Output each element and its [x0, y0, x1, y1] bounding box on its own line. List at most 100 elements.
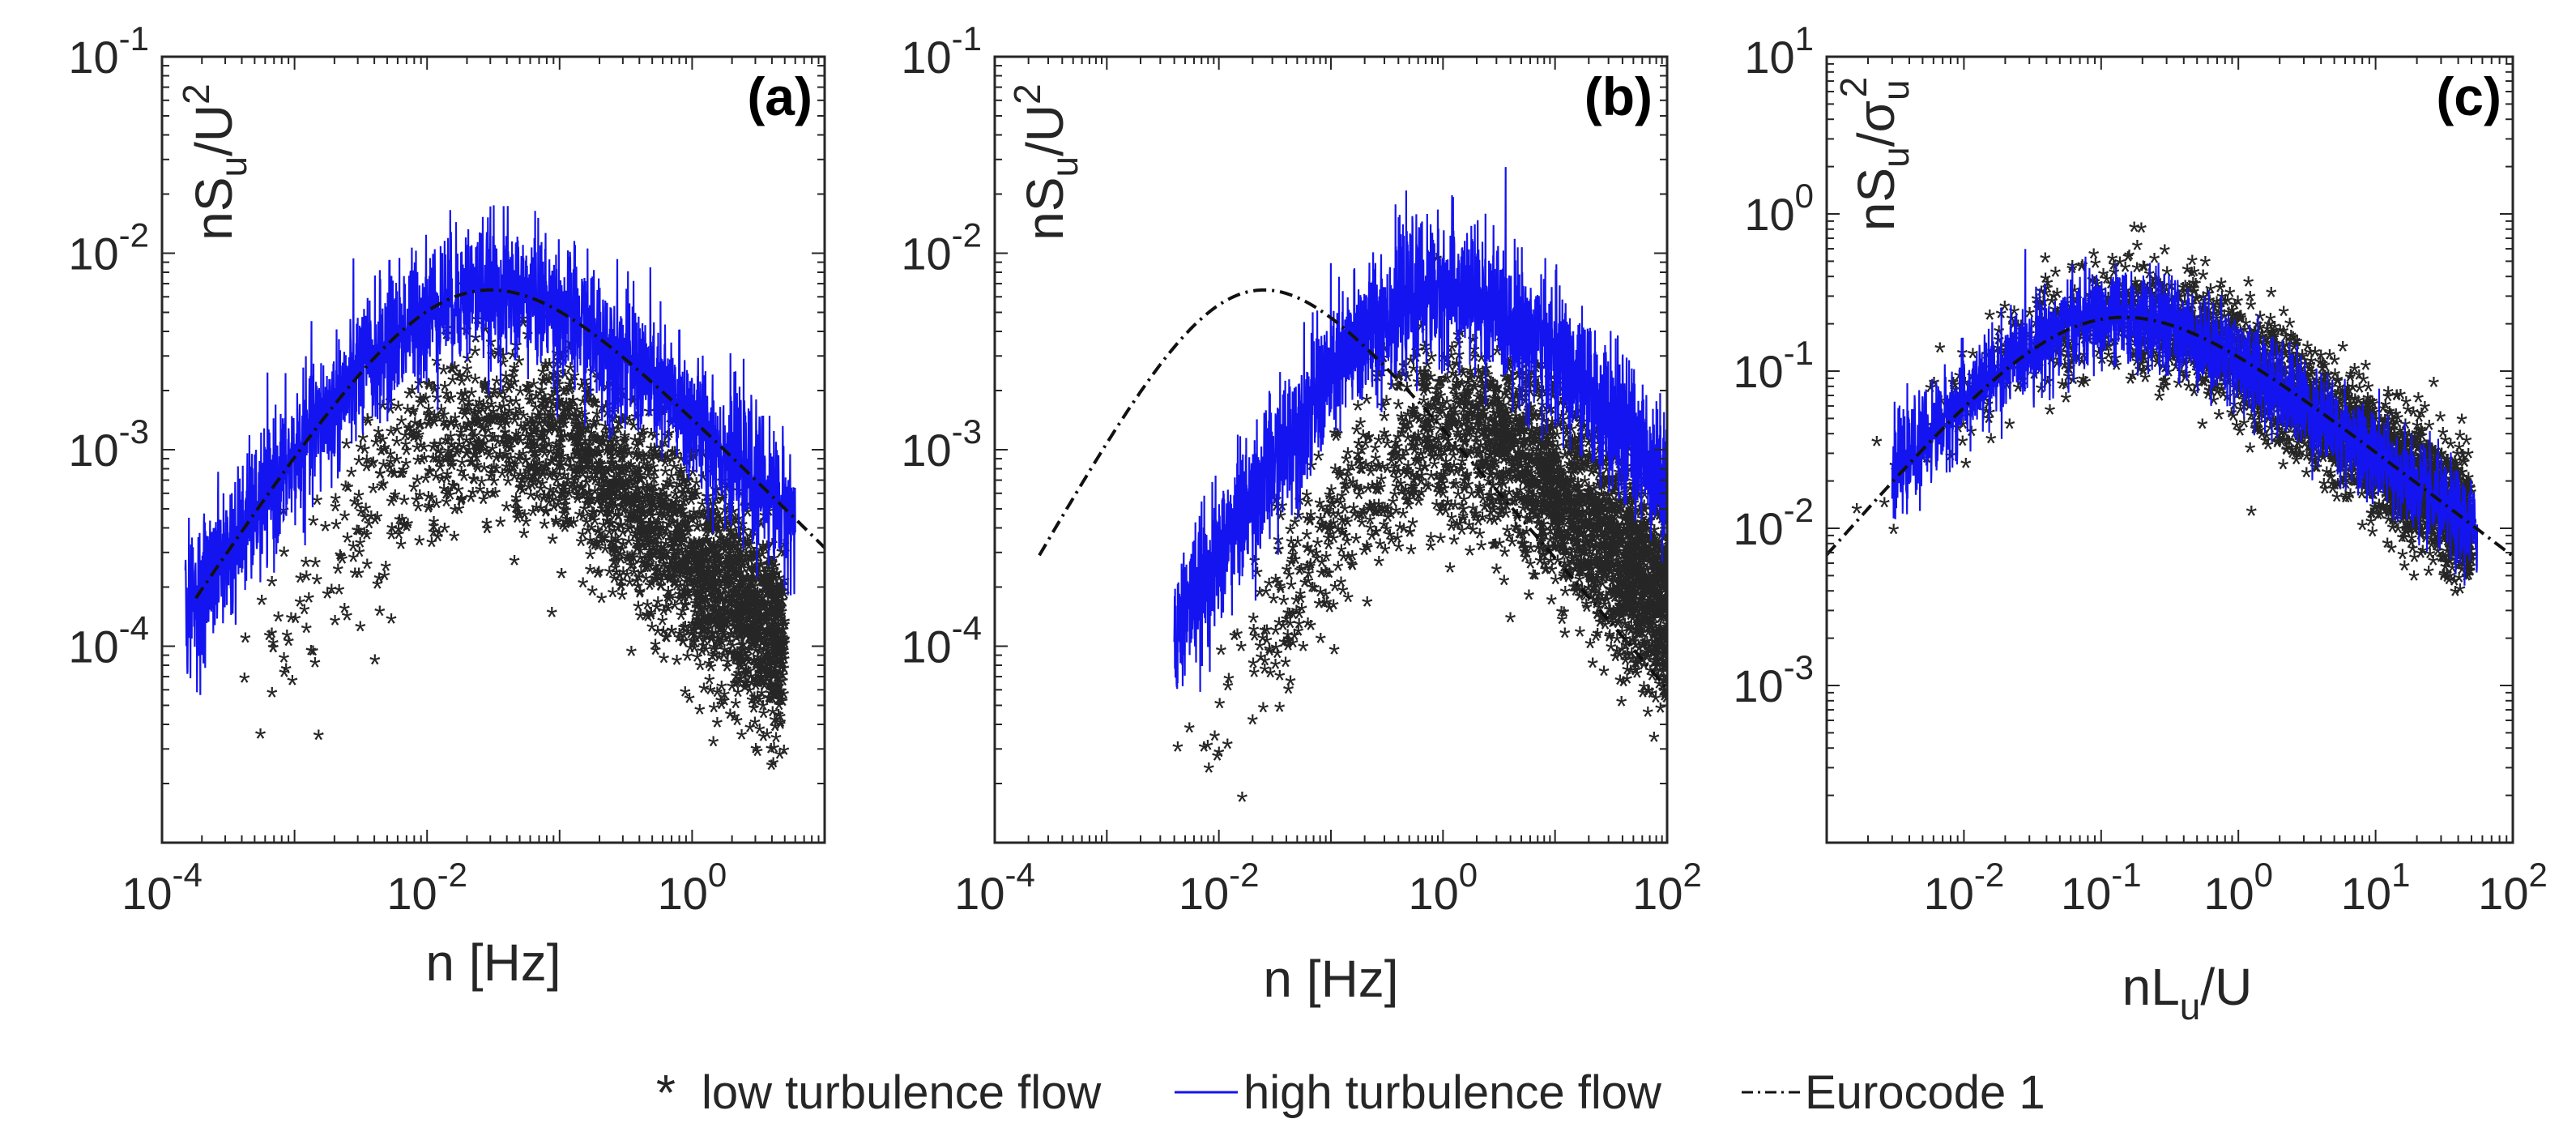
low-turbulence-point: * [1172, 735, 1184, 768]
low-turbulence-point: * [646, 603, 657, 636]
low-turbulence-point: * [527, 499, 539, 532]
panel-label-a: (a) [747, 66, 812, 126]
low-turbulence-point: * [569, 427, 580, 460]
low-turbulence-point: * [583, 439, 595, 472]
low-turbulence-point: * [733, 573, 744, 606]
low-turbulence-point: * [365, 504, 377, 537]
low-turbulence-point: * [779, 627, 791, 660]
low-turbulence-point: * [267, 570, 278, 603]
low-turbulence-point: * [740, 549, 751, 583]
low-turbulence-point: * [537, 459, 548, 493]
low-turbulence-point: * [751, 668, 762, 701]
low-turbulence-point: * [767, 563, 778, 596]
low-turbulence-point: * [287, 668, 298, 702]
low-turbulence-point: * [644, 528, 655, 562]
low-turbulence-point: * [778, 656, 790, 690]
low-turbulence-point: * [447, 368, 458, 401]
low-turbulence-point: * [661, 626, 672, 659]
low-turbulence-point: * [710, 580, 722, 613]
low-turbulence-point: * [717, 596, 728, 629]
low-turbulence-point: * [239, 666, 250, 699]
low-turbulence-point: * [623, 506, 634, 539]
low-turbulence-point: * [584, 429, 595, 463]
low-turbulence-point: * [648, 474, 659, 507]
low-turbulence-point: * [698, 618, 710, 651]
low-turbulence-point: * [730, 647, 741, 680]
low-turbulence-point: * [702, 515, 713, 548]
low-turbulence-point: * [1247, 651, 1259, 685]
low-turbulence-point: * [731, 625, 742, 658]
low-turbulence-point: * [778, 647, 790, 681]
low-turbulence-point: * [608, 519, 620, 552]
low-turbulence-point: * [1184, 715, 1195, 749]
low-turbulence-point: * [624, 463, 635, 497]
low-turbulence-point: * [706, 515, 717, 548]
low-turbulence-point: * [611, 538, 622, 571]
low-turbulence-point: * [773, 674, 784, 707]
low-turbulence-point: * [777, 668, 788, 702]
low-turbulence-point: * [355, 531, 366, 564]
low-turbulence-point: * [329, 609, 340, 642]
low-turbulence-point: * [1313, 444, 1324, 477]
low-turbulence-point: * [706, 621, 718, 655]
low-turbulence-point: * [714, 626, 725, 660]
low-turbulence-point: * [586, 458, 598, 491]
low-turbulence-point: * [671, 442, 682, 476]
low-turbulence-point: * [643, 553, 655, 586]
low-turbulence-point: * [619, 426, 630, 459]
low-turbulence-point: * [701, 638, 712, 671]
low-turbulence-point: * [774, 595, 786, 628]
low-turbulence-point: * [1362, 590, 1373, 623]
low-turbulence-point: * [402, 398, 413, 431]
low-turbulence-point: * [647, 493, 659, 526]
low-turbulence-point: * [588, 501, 599, 534]
low-turbulence-point: * [285, 605, 296, 638]
low-turbulence-point: * [470, 326, 481, 359]
low-turbulence-point: * [571, 455, 582, 488]
low-turbulence-point: * [355, 614, 366, 647]
low-turbulence-point: * [579, 429, 591, 462]
low-turbulence-point: * [680, 680, 691, 713]
low-turbulence-point: * [696, 577, 707, 610]
low-turbulence-point: * [736, 654, 747, 687]
low-turbulence-point: * [761, 607, 773, 640]
low-turbulence-point: * [549, 417, 561, 451]
low-turbulence-point: * [606, 531, 617, 564]
low-turbulence-point: * [551, 442, 562, 476]
series-low-turbulence: ****************************************… [236, 270, 790, 787]
low-turbulence-point: * [468, 468, 480, 501]
low-turbulence-point: * [714, 507, 726, 540]
low-turbulence-point: * [423, 485, 434, 518]
low-turbulence-point: * [311, 567, 322, 600]
low-turbulence-point: * [335, 543, 346, 576]
low-turbulence-point: * [488, 404, 500, 438]
low-turbulence-point: * [374, 599, 386, 632]
low-turbulence-point: * [647, 484, 659, 517]
low-turbulence-point: * [650, 638, 661, 671]
low-turbulence-point: * [600, 471, 612, 504]
low-turbulence-point: * [746, 574, 757, 607]
low-turbulence-point: * [646, 541, 657, 574]
low-turbulence-point: * [745, 570, 757, 603]
low-turbulence-point: * [709, 556, 720, 589]
low-turbulence-point: * [755, 637, 766, 670]
low-turbulence-point: * [686, 507, 697, 540]
low-turbulence-point: * [554, 454, 565, 487]
low-turbulence-point: * [645, 437, 656, 470]
low-turbulence-point: * [1247, 707, 1258, 741]
low-turbulence-point: * [564, 481, 575, 515]
low-turbulence-point: * [680, 570, 691, 603]
low-turbulence-point: * [759, 570, 770, 603]
low-turbulence-point: * [414, 528, 425, 562]
low-turbulence-point: * [692, 536, 703, 570]
low-turbulence-point: * [722, 655, 733, 688]
low-turbulence-point: * [540, 386, 551, 420]
low-turbulence-point: * [582, 458, 594, 491]
low-turbulence-point: * [432, 524, 443, 557]
low-turbulence-point: * [544, 415, 556, 448]
low-turbulence-point: * [341, 604, 352, 637]
low-turbulence-point: * [680, 474, 691, 507]
low-turbulence-point: * [446, 357, 457, 390]
low-turbulence-point: * [582, 439, 594, 472]
